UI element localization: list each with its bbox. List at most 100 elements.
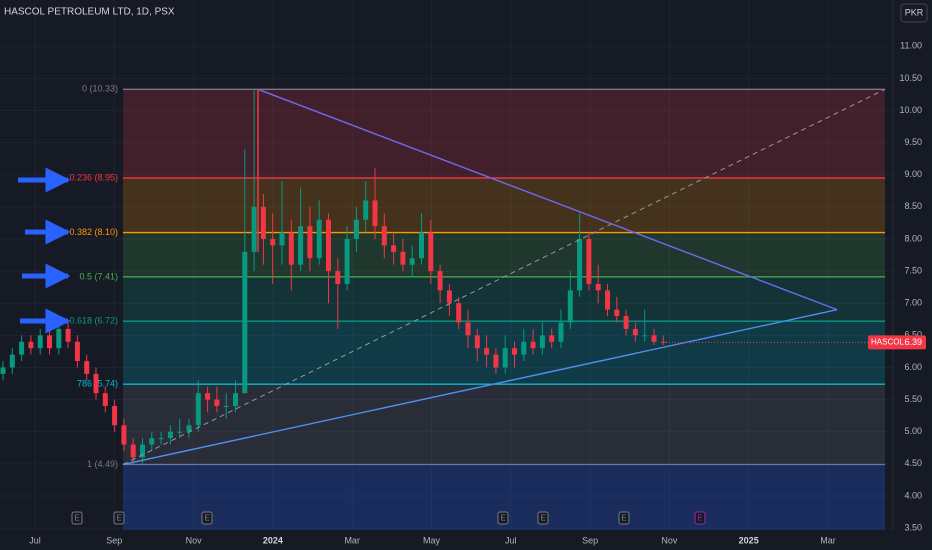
candle-body [74,341,80,362]
candle-body [381,226,387,246]
candle-body [391,245,397,252]
candle-body [177,431,183,433]
candle-body [233,393,238,407]
y-tick-label: 11.00 [900,41,922,51]
y-tick-label: 6.00 [904,362,922,372]
candle-body [47,335,52,349]
y-tick-label: 9.00 [904,169,922,179]
candle-body [474,335,480,349]
candle-body [586,238,592,284]
event-marker [618,511,630,525]
y-tick-label: 8.00 [904,233,922,243]
candle-body [409,258,415,265]
fib-label: 0.382 (8.10) [69,227,118,237]
candle-body [242,251,248,394]
event-label: E [500,514,505,523]
fib-band [123,232,885,277]
candle-body [614,309,620,317]
candle-body [149,438,155,445]
x-tick-label: Sep [582,535,598,545]
candle-body [307,226,313,259]
candle-body [567,290,573,323]
x-tick-label: 2024 [263,535,283,545]
price-tag: HASCOL 6.39 [663,335,926,350]
currency-button[interactable] [900,3,928,23]
currency[interactable]: PKR [905,7,924,17]
fib-label: 0.236 (8.95) [69,172,118,182]
candle-body [260,206,266,239]
x-tick-label: Mar [344,535,360,545]
candle-body [326,219,331,272]
candle-body [400,251,406,265]
candle-body [353,219,359,239]
event-marker [497,511,509,525]
candle-body [37,335,43,349]
candle-body [632,328,638,336]
event-label: E [697,514,702,523]
candle-body [288,232,294,265]
candle-body [558,322,564,342]
y-tick-label: 10.00 [899,105,922,115]
candle-body [270,238,276,246]
candle-body [93,373,99,394]
candle-body [465,322,471,336]
y-tick-label: 4.00 [904,490,922,500]
candle-body [251,206,257,252]
drawings [122,88,886,466]
candle-body [428,232,434,272]
candle-body [605,290,610,310]
axes: 3.50 4.00 4.50 5.00 5.50 6.00 6.50 7.00 7.50 8.00… [29,41,922,546]
candle-body [456,303,462,323]
fib-band [123,89,885,178]
x-tick-label: Nov [186,535,203,545]
fib-diagonal [122,88,886,465]
x-tick-label: Mar [820,535,836,545]
fib-band [123,276,885,322]
y-tick-label: 5.50 [904,394,922,404]
fib-label: 1 (4.49) [87,459,118,469]
fib-label: 0.618 (6.72) [69,316,118,326]
candle-body [0,367,6,374]
candle-body [205,393,211,400]
event-label: E [540,514,545,523]
event-label: E [116,514,121,523]
candle-body [437,271,443,291]
candle-body [65,328,71,342]
trend-line [122,308,838,466]
candle-body [9,354,15,368]
fib-band [123,177,885,233]
candle-body [167,431,173,439]
chart-title: HASCOL PETROLEUM LTD, 1D, PSX [4,7,175,18]
candle-body [186,425,192,432]
x-tick-label: Nov [661,535,678,545]
y-tick-label: 10.50 [899,73,922,83]
fib-label: 0.5 (7.41) [79,271,118,281]
y-tick-label: 7.00 [904,298,922,308]
y-tick-label: 4.50 [904,458,922,468]
candle-body [502,348,508,368]
y-tick-label: 8.50 [904,201,922,211]
event-marker [201,511,213,525]
candle-body [344,238,350,284]
event-label: E [74,514,79,523]
trend-line [257,88,838,311]
x-tick-label: Jul [29,535,41,545]
candle-body [493,354,499,368]
candle-body [130,444,136,458]
y-tick-label: 9.50 [904,137,922,147]
candle-body [56,328,62,349]
event-label: E [621,514,626,523]
x-tick-label: 2025 [739,535,759,545]
price-tag-box [868,335,926,350]
candle-body [549,335,555,342]
candle-body [577,238,583,291]
candle-body [316,219,322,259]
price-tag-value: 6.39 [904,337,922,347]
y-tick-label: 5.00 [904,426,922,436]
fib-band [123,384,885,465]
candle-body [651,335,657,342]
candle-body [372,200,378,227]
